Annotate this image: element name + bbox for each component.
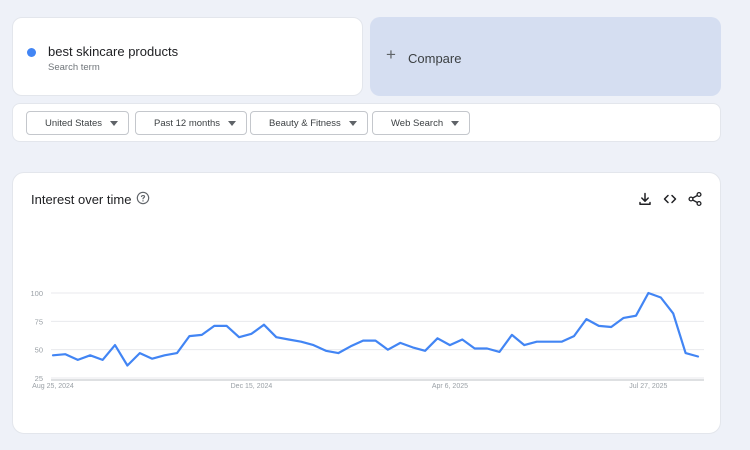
chevron-down-icon xyxy=(348,120,357,126)
filter-bar: United States Past 12 months Beauty & Fi… xyxy=(12,103,721,142)
data-point[interactable] xyxy=(237,335,241,339)
data-point[interactable] xyxy=(671,311,675,315)
time-range-dropdown[interactable]: Past 12 months xyxy=(135,111,248,135)
data-point[interactable] xyxy=(411,345,415,349)
data-point[interactable] xyxy=(659,296,663,300)
data-point[interactable] xyxy=(374,339,378,343)
compare-label: Compare xyxy=(408,51,462,66)
region-dropdown-label: United States xyxy=(45,117,103,129)
y-tick-label: 25 xyxy=(35,374,43,383)
search-term-card[interactable]: best skincare products Search term xyxy=(12,17,363,96)
data-point[interactable] xyxy=(349,344,353,348)
data-point[interactable] xyxy=(609,325,613,329)
y-tick-label: 50 xyxy=(35,346,43,355)
data-point[interactable] xyxy=(510,333,514,337)
chevron-down-icon xyxy=(451,120,460,126)
data-point[interactable] xyxy=(473,347,477,351)
data-point[interactable] xyxy=(584,317,588,321)
interest-chart: 25 50 75 100 Aug 25, 2024 Dec 15, 2024 Apr 6, … xyxy=(30,289,704,390)
data-point[interactable] xyxy=(485,347,489,351)
panel-title: Interest over time xyxy=(31,192,132,207)
x-tick-label: Dec 15, 2024 xyxy=(231,383,273,390)
data-point[interactable] xyxy=(448,343,452,347)
data-point[interactable] xyxy=(522,343,526,347)
search-term-type: Search term xyxy=(48,62,100,73)
data-point[interactable] xyxy=(423,349,427,353)
time-range-dropdown-label: Past 12 months xyxy=(154,117,221,129)
data-point[interactable] xyxy=(299,340,303,344)
region-dropdown[interactable]: United States xyxy=(26,111,130,135)
data-point[interactable] xyxy=(684,351,688,355)
data-point[interactable] xyxy=(436,336,440,340)
x-tick-label: Apr 6, 2025 xyxy=(432,383,468,390)
data-point[interactable] xyxy=(262,323,266,327)
plus-icon: + xyxy=(386,45,396,64)
data-point[interactable] xyxy=(361,339,365,343)
y-tick-label: 75 xyxy=(35,317,43,326)
search-type-dropdown[interactable]: Web Search xyxy=(372,111,471,135)
search-type-dropdown-label: Web Search xyxy=(391,117,444,129)
data-point[interactable] xyxy=(212,324,216,328)
data-point[interactable] xyxy=(498,350,502,354)
x-tick-label: Jul 27, 2025 xyxy=(629,383,667,390)
data-point[interactable] xyxy=(398,341,402,345)
data-point[interactable] xyxy=(287,337,291,341)
data-point[interactable] xyxy=(336,351,340,355)
data-point[interactable] xyxy=(386,348,390,352)
data-point[interactable] xyxy=(101,358,105,362)
data-point[interactable] xyxy=(572,334,576,338)
x-tick-label: Aug 25, 2024 xyxy=(32,383,74,390)
interest-over-time-card: Interest over time 25 50 75 100 Aug 25, 2024… xyxy=(12,172,721,434)
data-point[interactable] xyxy=(274,335,278,339)
data-point[interactable] xyxy=(646,291,650,295)
data-point[interactable] xyxy=(324,349,328,353)
data-point[interactable] xyxy=(547,340,551,344)
data-point[interactable] xyxy=(311,343,315,347)
data-point[interactable] xyxy=(150,357,154,361)
data-point[interactable] xyxy=(76,358,80,362)
chevron-down-icon xyxy=(228,120,237,126)
data-point[interactable] xyxy=(560,340,564,344)
download-icon[interactable] xyxy=(637,191,653,207)
data-point[interactable] xyxy=(138,351,142,355)
data-point[interactable] xyxy=(51,353,55,357)
series-line[interactable] xyxy=(51,291,700,367)
share-icon[interactable] xyxy=(687,191,703,207)
y-tick-label: 100 xyxy=(30,289,43,298)
data-point[interactable] xyxy=(88,353,92,357)
data-point[interactable] xyxy=(163,353,167,357)
compare-button[interactable]: + Compare xyxy=(370,17,721,96)
embed-icon[interactable] xyxy=(662,191,678,207)
help-icon[interactable] xyxy=(136,191,150,205)
data-point[interactable] xyxy=(63,352,67,356)
data-point[interactable] xyxy=(125,364,129,368)
data-point[interactable] xyxy=(175,351,179,355)
data-point[interactable] xyxy=(113,343,117,347)
category-dropdown-label: Beauty & Fitness xyxy=(269,117,341,129)
search-term-label: best skincare products xyxy=(48,44,179,59)
data-point[interactable] xyxy=(187,334,191,338)
data-point[interactable] xyxy=(249,332,253,336)
data-point[interactable] xyxy=(634,314,638,318)
data-point[interactable] xyxy=(225,324,229,328)
data-point[interactable] xyxy=(597,324,601,328)
data-point[interactable] xyxy=(535,340,539,344)
data-point[interactable] xyxy=(200,333,204,337)
data-point[interactable] xyxy=(460,337,464,341)
chevron-down-icon xyxy=(110,120,119,126)
data-point[interactable] xyxy=(622,316,626,320)
category-dropdown[interactable]: Beauty & Fitness xyxy=(250,111,368,135)
term-color-dot xyxy=(27,48,36,57)
data-point[interactable] xyxy=(696,354,700,358)
